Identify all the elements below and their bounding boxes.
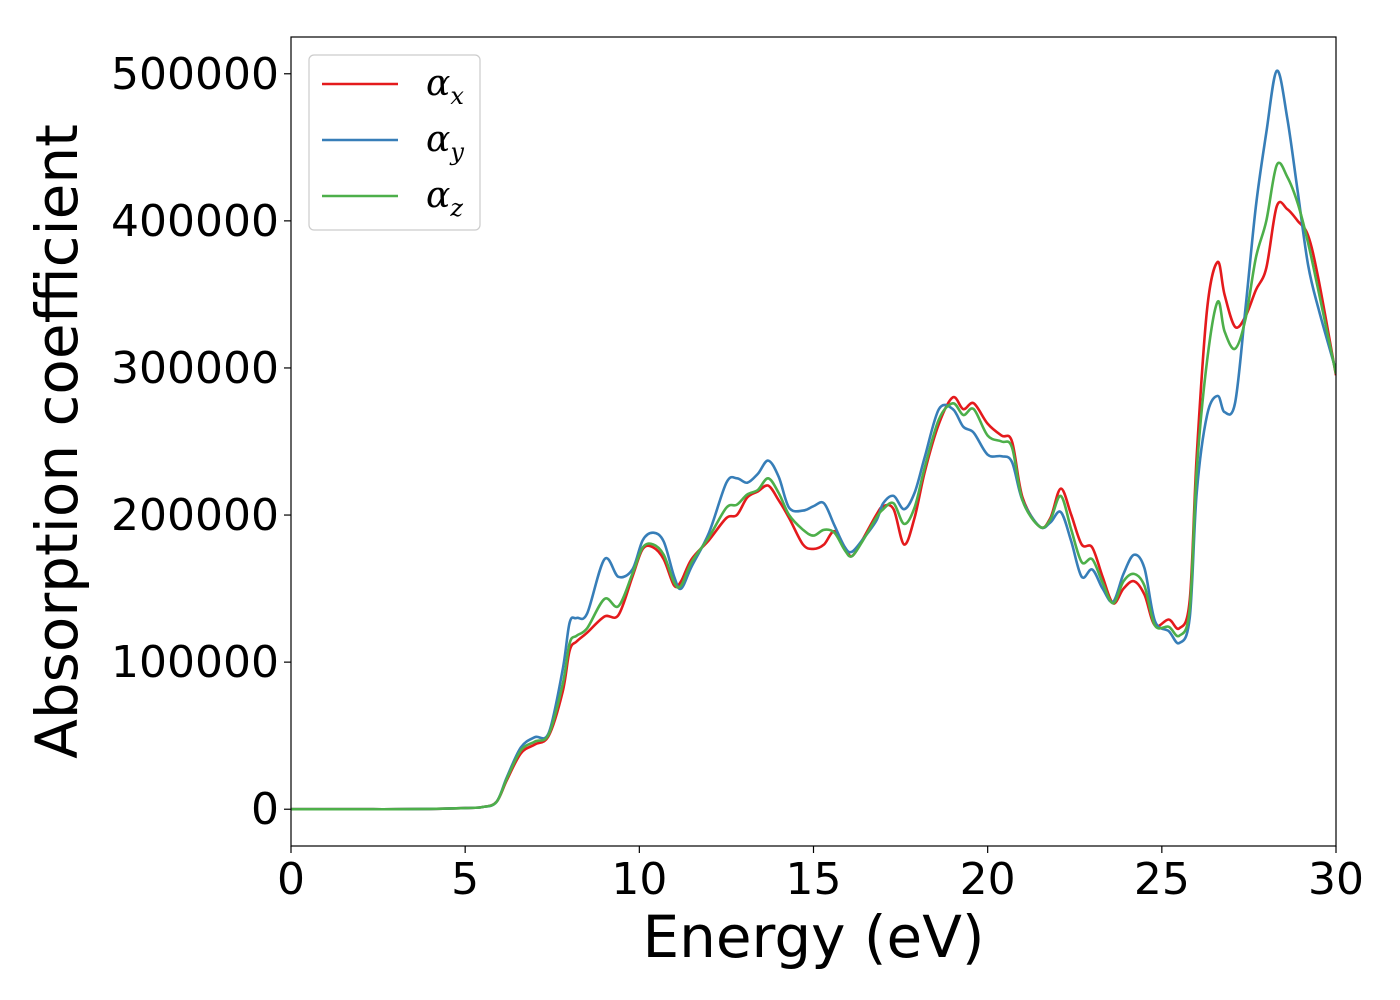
y-tick-label: 100000 [111, 637, 279, 688]
y-tick-label: 0 [251, 784, 279, 835]
series-line-z [291, 161, 1336, 811]
x-tick-label: 25 [1134, 854, 1190, 905]
x-axis: 0 5 10 15 20 25 30 [277, 846, 1364, 905]
y-axis: 0 100000 200000 300000 400000 500000 [111, 49, 291, 835]
y-tick-label: 500000 [111, 49, 279, 100]
x-tick-label: 15 [786, 854, 842, 905]
x-tick-label: 10 [611, 854, 667, 905]
y-tick-label: 300000 [111, 343, 279, 394]
x-tick-label: 5 [451, 854, 479, 905]
legend-label-x: αx [426, 63, 464, 110]
legend: αx αy αz [308, 54, 481, 231]
x-tick-label: 20 [960, 854, 1016, 905]
x-axis-title: Energy (eV) [642, 903, 984, 971]
legend-label-y: αy [426, 119, 464, 166]
y-axis-title: Absorption coefficient [23, 124, 91, 759]
series-line-y [291, 69, 1336, 811]
legend-box [308, 54, 481, 231]
legend-label-z: αz [426, 175, 463, 222]
x-tick-label: 0 [277, 854, 305, 905]
series-layer [291, 69, 1336, 811]
y-tick-label: 200000 [111, 490, 279, 541]
x-tick-label: 30 [1308, 854, 1364, 905]
y-tick-label: 400000 [111, 196, 279, 247]
